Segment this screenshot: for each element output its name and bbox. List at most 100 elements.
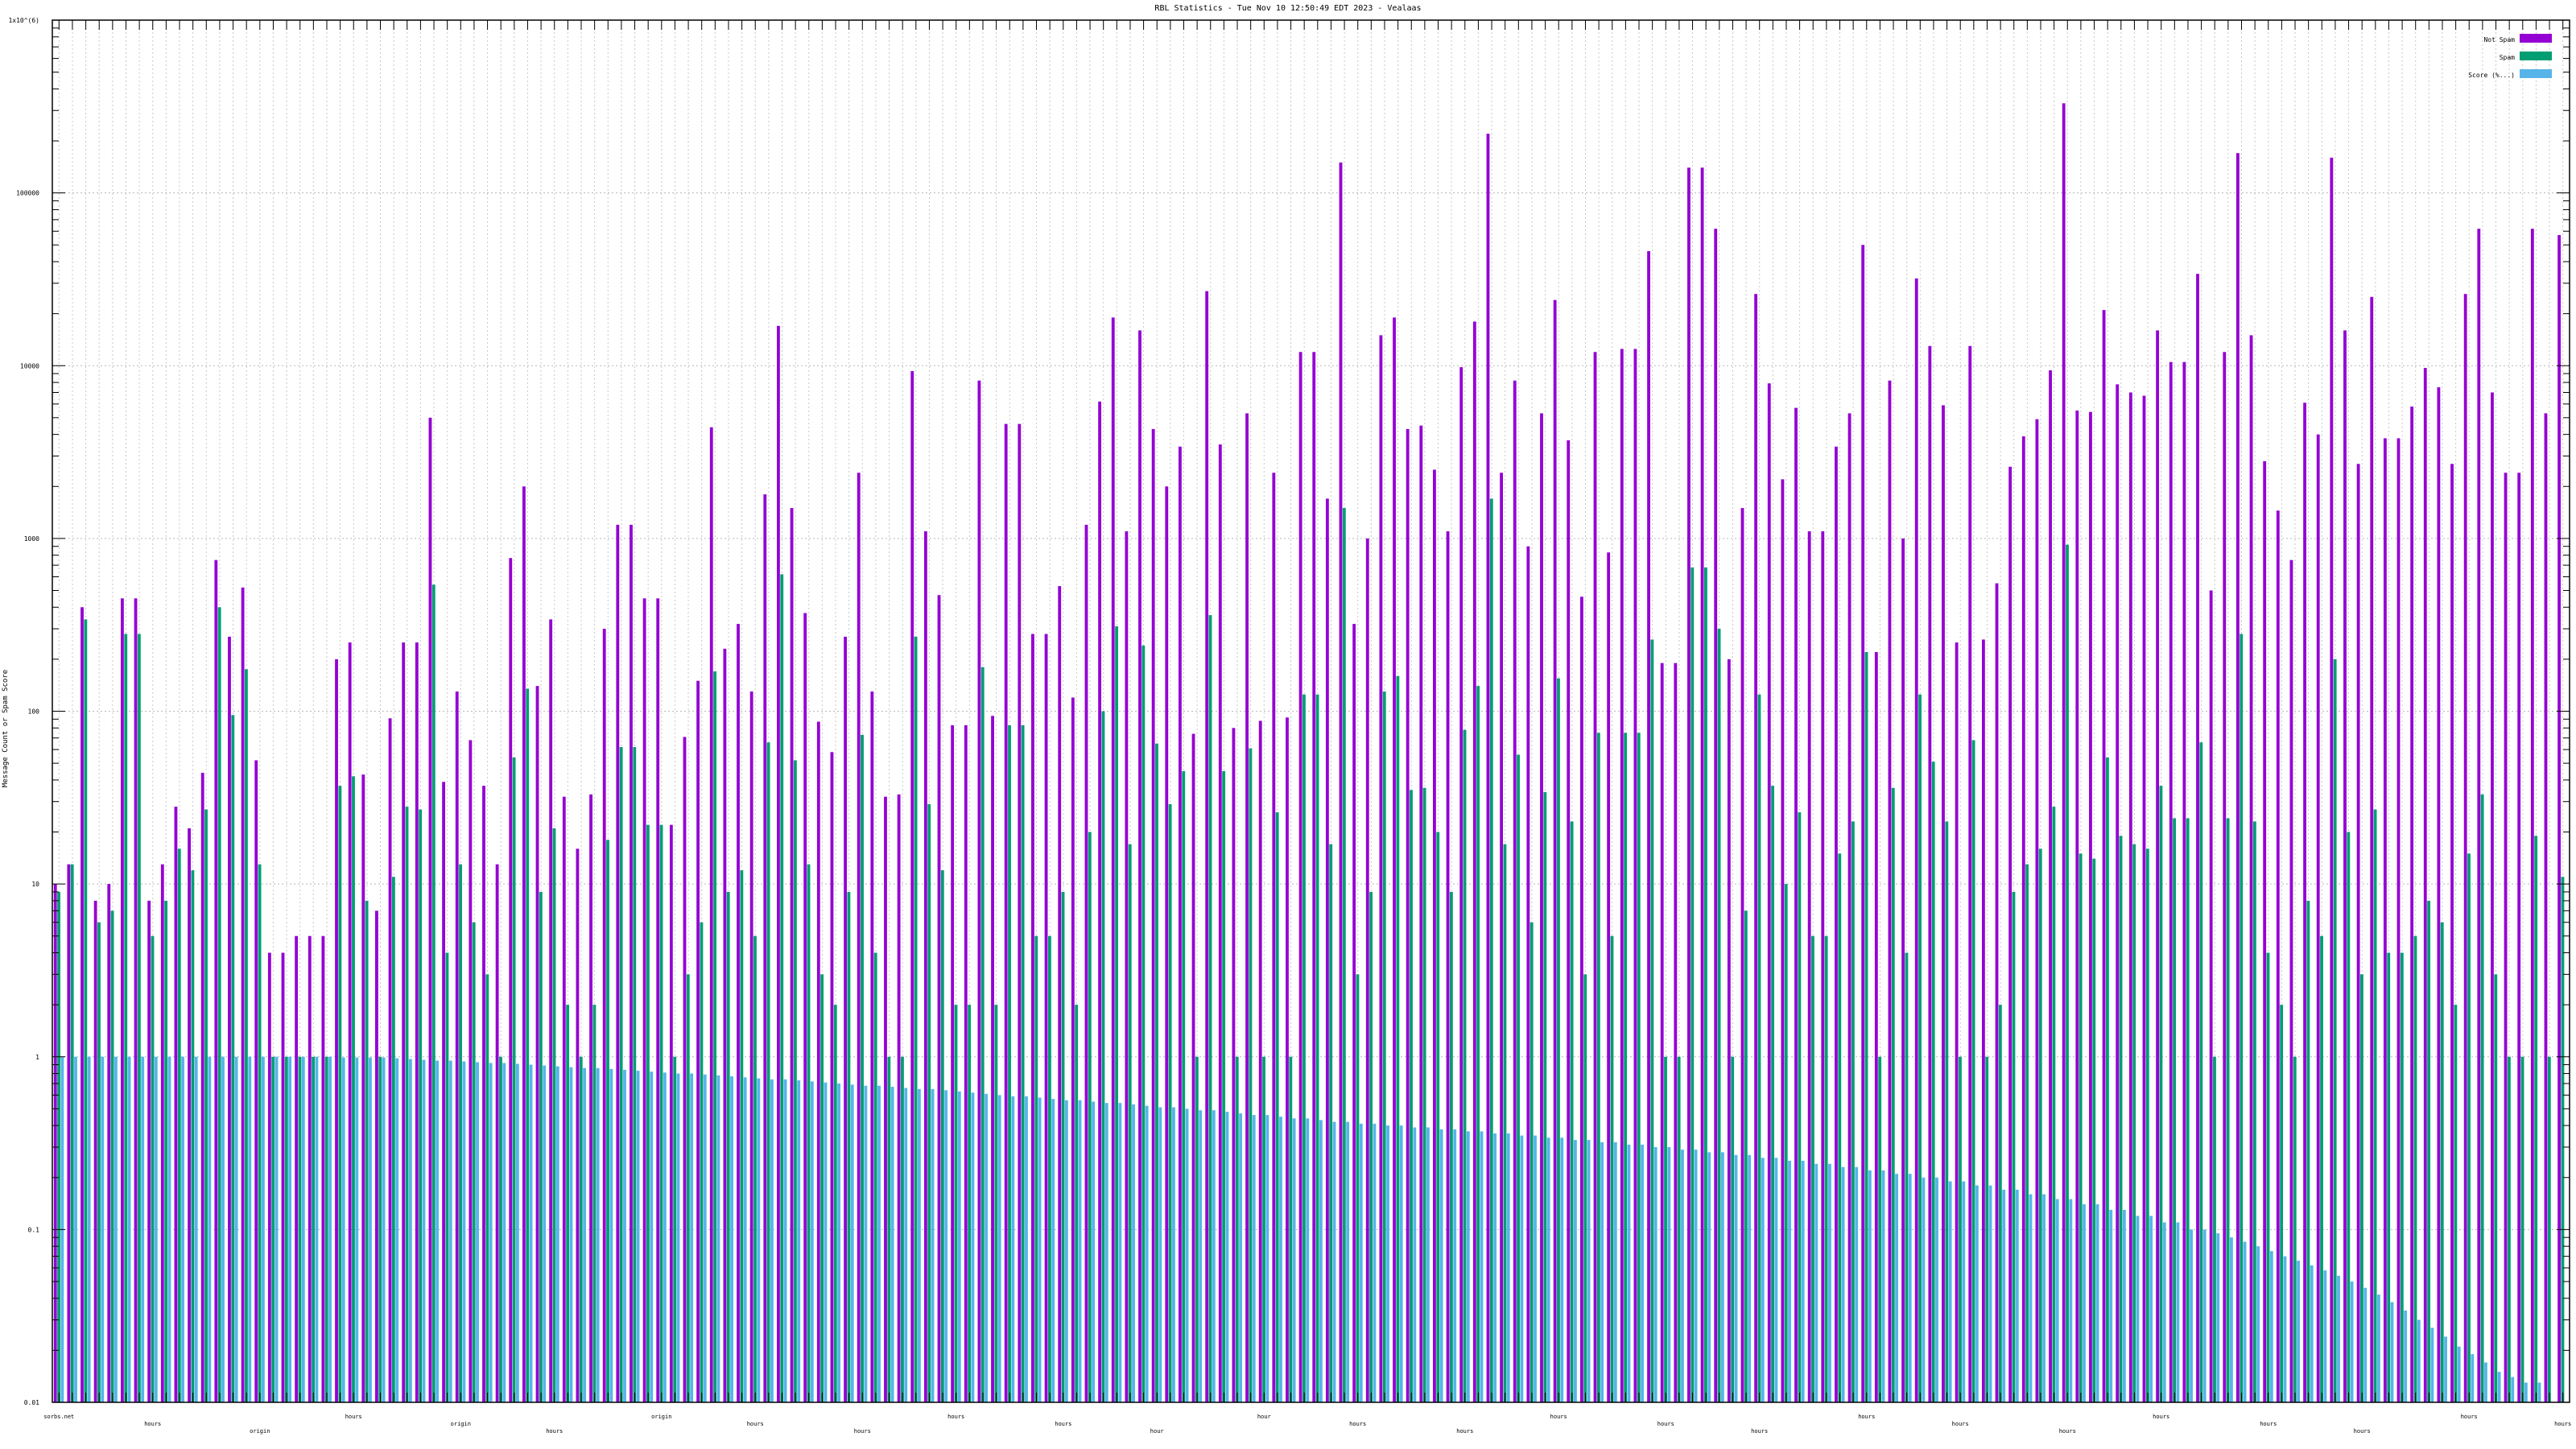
score-bar: [555, 1066, 559, 1402]
score-bar: [1199, 1110, 1203, 1402]
not-spam-bar: [937, 595, 941, 1402]
spam-bar: [1931, 762, 1935, 1402]
not-spam-bar: [1312, 352, 1316, 1402]
x-tick-label: hour: [1257, 1414, 1271, 1420]
not-spam-bar: [790, 508, 794, 1402]
spam-bar: [1583, 974, 1587, 1402]
x-tick-label: origin: [651, 1414, 671, 1420]
not-spam-bar: [2343, 330, 2347, 1403]
score-bar: [623, 1070, 626, 1402]
spam-bar: [2092, 858, 2096, 1402]
score-bar: [2109, 1209, 2113, 1402]
score-bar: [1426, 1127, 1430, 1402]
not-spam-bar: [1058, 586, 1062, 1402]
spam-bar: [914, 636, 918, 1402]
score-bar: [1252, 1115, 1256, 1402]
spam-bar: [1262, 1056, 1265, 1402]
score-bar: [1092, 1101, 1096, 1402]
bars: [53, 103, 2565, 1403]
not-spam-bar: [1579, 597, 1583, 1402]
not-spam-bar: [1821, 530, 1825, 1402]
not-spam-bar: [295, 935, 299, 1402]
spam-bar: [552, 828, 556, 1402]
score-bar: [2297, 1261, 2301, 1402]
x-tick-label: hours: [1055, 1421, 1071, 1427]
not-spam-bar: [1084, 524, 1088, 1402]
not-spam-bar: [375, 910, 378, 1402]
score-bar: [1908, 1174, 1912, 1402]
x-tick-label: hours: [1751, 1428, 1768, 1435]
score-bar: [1734, 1154, 1738, 1402]
spam-bar: [2226, 818, 2230, 1402]
not-spam-bar: [1942, 405, 1945, 1402]
spam-bar: [2012, 891, 2016, 1402]
score-bar: [248, 1056, 252, 1402]
score-bar: [2230, 1237, 2233, 1402]
not-spam-bar: [1968, 345, 1972, 1402]
score-bar: [2430, 1327, 2434, 1402]
spam-bar: [700, 922, 704, 1402]
score-bar: [1814, 1163, 1818, 1402]
not-spam-bar: [335, 658, 338, 1402]
not-spam-bar: [2463, 294, 2467, 1403]
x-tick-label: hours: [2554, 1421, 2571, 1427]
not-spam-bar: [763, 494, 767, 1402]
score-bar: [234, 1056, 238, 1402]
legend-swatch: [2520, 52, 2552, 60]
spam-bar: [526, 688, 530, 1402]
not-spam-bar: [2544, 413, 2548, 1403]
not-spam-bar: [737, 624, 740, 1402]
not-spam-bar: [1981, 639, 1985, 1402]
not-spam-bar: [415, 642, 419, 1402]
score-bar: [154, 1056, 158, 1402]
score-bar: [127, 1056, 131, 1402]
not-spam-bar: [1901, 538, 1905, 1402]
spam-bar: [1918, 694, 1922, 1402]
score-bar: [2269, 1251, 2273, 1402]
score-bar: [1975, 1185, 1979, 1402]
x-tick-label: hours: [1657, 1421, 1674, 1427]
spam-bar: [1249, 748, 1253, 1402]
score-bar: [1868, 1170, 1872, 1402]
score-bar: [2484, 1362, 2487, 1402]
not-spam-bar: [254, 760, 258, 1402]
score-bar: [181, 1056, 185, 1402]
score-bar: [2243, 1241, 2247, 1402]
score-bar: [2042, 1194, 2046, 1402]
score-bar: [1145, 1105, 1149, 1402]
not-spam-bar: [214, 559, 218, 1403]
spam-bar: [2547, 1056, 2551, 1402]
score-bar: [1828, 1163, 1831, 1402]
not-spam-bar: [1446, 530, 1450, 1402]
spam-bar: [2534, 836, 2538, 1402]
spam-bar: [245, 669, 248, 1402]
not-spam-bar: [2035, 419, 2039, 1402]
not-spam-bar: [1647, 251, 1650, 1402]
not-spam-bar: [964, 724, 968, 1402]
not-spam-bar: [2062, 103, 2066, 1402]
spam-bar: [97, 922, 101, 1402]
spam-bar: [2132, 844, 2136, 1402]
score-bar: [516, 1063, 519, 1402]
not-spam-bar: [1419, 425, 1423, 1403]
spam-bar: [57, 891, 60, 1402]
score-bar: [1534, 1135, 1537, 1402]
spam-bar: [1302, 694, 1306, 1402]
score-bar: [2002, 1189, 2006, 1402]
spam-bar: [1342, 508, 1346, 1402]
spam-bar: [391, 877, 395, 1402]
not-spam-bar: [977, 380, 981, 1403]
score-bar: [877, 1085, 881, 1402]
spam-bar: [2347, 832, 2351, 1402]
score-bar: [1574, 1140, 1577, 1402]
not-spam-bar: [2276, 510, 2280, 1402]
legend: Not Spam Spam Score (%...): [2468, 34, 2552, 79]
spam-bar: [1543, 792, 1547, 1402]
spam-bar: [472, 922, 476, 1402]
not-spam-bar: [1553, 299, 1557, 1402]
x-tick-label: hours: [2461, 1414, 2478, 1420]
score-bar: [1935, 1177, 1938, 1402]
y-tick-label: 0.1: [28, 1226, 40, 1233]
spam-bar: [994, 1005, 998, 1402]
score-bar: [716, 1075, 720, 1402]
